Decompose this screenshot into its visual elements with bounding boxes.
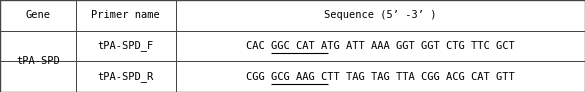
Bar: [176, 0, 585, 31]
Text: tPA-SPD: tPA-SPD: [16, 56, 60, 66]
Text: Gene: Gene: [26, 10, 50, 20]
Bar: [176, 31, 585, 61]
Text: CGG GCG AAG CTT TAG TAG TTA CGG ACG CAT GTT: CGG GCG AAG CTT TAG TAG TTA CGG ACG CAT …: [246, 72, 515, 82]
Bar: [76, 31, 176, 61]
Text: Primer name: Primer name: [91, 10, 160, 20]
Bar: [0, 31, 76, 61]
Bar: [76, 0, 176, 31]
Bar: [176, 61, 585, 92]
Text: Sequence (5’ -3’ ): Sequence (5’ -3’ ): [324, 10, 436, 20]
Text: CAC GGC CAT ATG ATT AAA GGT GGT CTG TTC GCT: CAC GGC CAT ATG ATT AAA GGT GGT CTG TTC …: [246, 41, 515, 51]
Text: tPA-SPD_R: tPA-SPD_R: [98, 71, 154, 82]
Text: tPA-SPD_F: tPA-SPD_F: [98, 41, 154, 51]
Bar: [76, 61, 176, 92]
Bar: [0, 61, 76, 92]
Bar: [0, 0, 76, 31]
